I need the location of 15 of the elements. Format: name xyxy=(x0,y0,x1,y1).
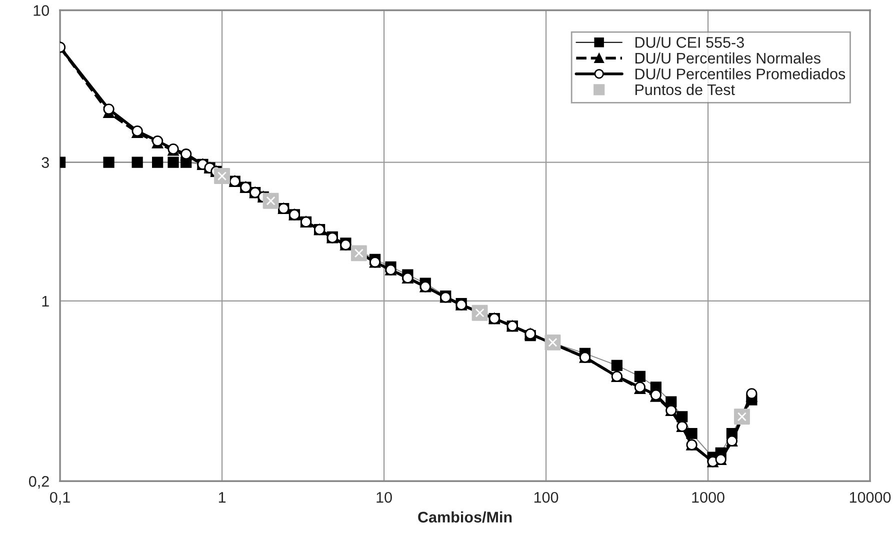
x-tick-label: 0,1 xyxy=(50,492,70,505)
x-tick-label: 100 xyxy=(534,492,558,503)
x-tick-label: 1 xyxy=(218,492,226,503)
x-tick-label: 10000 xyxy=(850,492,891,503)
legend-label: DU/U Percentiles Promediados xyxy=(635,68,846,80)
x-axis-title: Cambios/Min xyxy=(418,511,512,523)
y-tick-label: 10 xyxy=(34,5,50,16)
x-tick-label: 1000 xyxy=(692,492,724,503)
y-tick-label: 0,2 xyxy=(28,476,49,489)
legend-label: Puntos de Test xyxy=(635,84,735,96)
x-tick-label: 10 xyxy=(376,492,392,503)
y-tick-label: 1 xyxy=(42,296,49,306)
legend-label: DU/U CEI 555-3 xyxy=(635,36,744,48)
y-tick-label: 3 xyxy=(42,157,49,168)
legend-label: DU/U Percentiles Normales xyxy=(635,52,820,64)
